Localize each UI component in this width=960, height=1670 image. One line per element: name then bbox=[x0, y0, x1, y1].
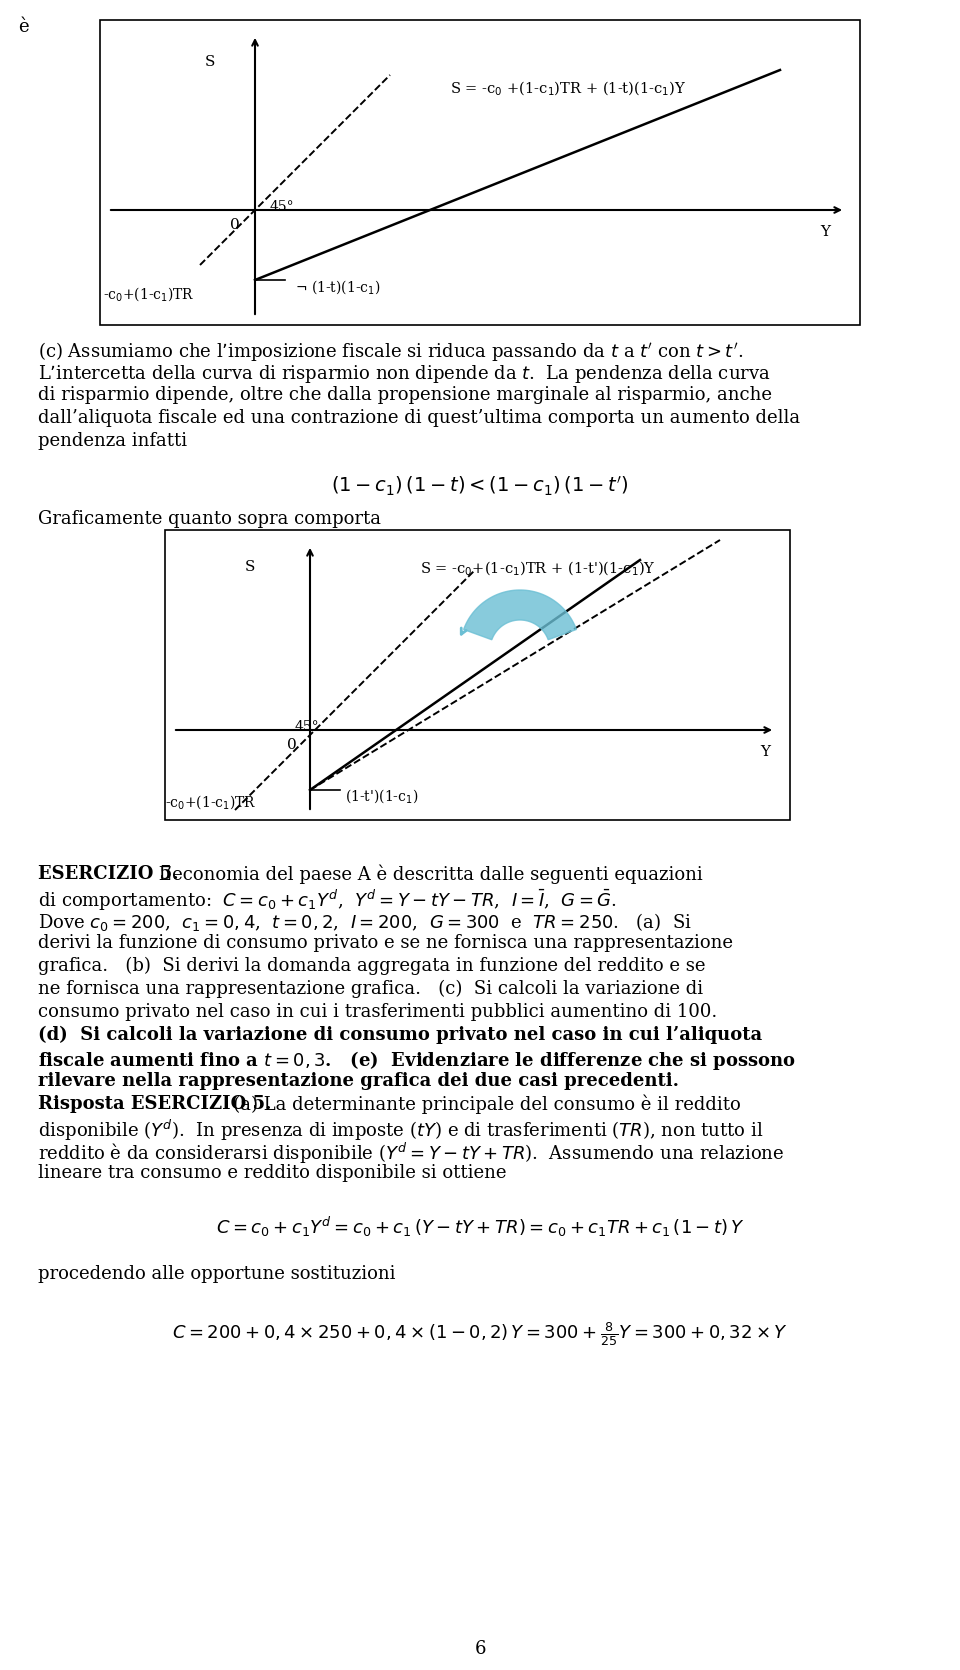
Text: $(1 - c_1)\,(1 - t) < (1 - c_1)\,(1 - t')$: $(1 - c_1)\,(1 - t) < (1 - c_1)\,(1 - t'… bbox=[331, 474, 629, 498]
Text: reddito è da considerarsi disponibile ($Y^d = Y - tY + TR$).  Assumendo una rela: reddito è da considerarsi disponibile ($… bbox=[38, 1141, 784, 1166]
Text: lineare tra consumo e reddito disponibile si ottiene: lineare tra consumo e reddito disponibil… bbox=[38, 1164, 507, 1182]
Text: Dove $c_0 = 200$,  $c_1 = 0,4$,  $t = 0,2$,  $I = 200$,  $G = 300$  e  $TR = 250: Dove $c_0 = 200$, $c_1 = 0,4$, $t = 0,2$… bbox=[38, 912, 692, 934]
Text: ne fornisca una rappresentazione grafica.   (c)  Si calcoli la variazione di: ne fornisca una rappresentazione grafica… bbox=[38, 980, 703, 999]
Text: 0: 0 bbox=[230, 219, 240, 232]
Text: S: S bbox=[245, 559, 255, 574]
Text: Risposta ESERCIZIO 5.: Risposta ESERCIZIO 5. bbox=[38, 1096, 272, 1112]
Text: L’intercetta della curva di risparmio non dipende da $t$.  La pendenza della cur: L’intercetta della curva di risparmio no… bbox=[38, 362, 771, 386]
Text: ESERCIZIO 5.: ESERCIZIO 5. bbox=[38, 865, 179, 883]
Text: procedendo alle opportune sostituzioni: procedendo alle opportune sostituzioni bbox=[38, 1264, 396, 1283]
Text: $C = 200 + 0,4 \times 250 + 0,4 \times (1 - 0,2)\,Y = 300 + \frac{8}{25}Y = 300 : $C = 200 + 0,4 \times 250 + 0,4 \times (… bbox=[172, 1319, 788, 1348]
Text: S: S bbox=[205, 55, 215, 68]
Text: S = -c$_0$ +(1-c$_1$)TR + (1-t)(1-c$_1$)Y: S = -c$_0$ +(1-c$_1$)TR + (1-t)(1-c$_1$)… bbox=[450, 80, 686, 99]
Text: 45°: 45° bbox=[270, 200, 295, 214]
Text: è: è bbox=[18, 18, 29, 37]
Text: -c$_0$+(1-c$_1$)TR: -c$_0$+(1-c$_1$)TR bbox=[165, 793, 256, 812]
Text: $\neg$ (1-t)(1-c$_1$): $\neg$ (1-t)(1-c$_1$) bbox=[295, 277, 380, 296]
Text: S = -c$_0$+(1-c$_1$)TR + (1-t')(1-c$_1$)Y: S = -c$_0$+(1-c$_1$)TR + (1-t')(1-c$_1$)… bbox=[420, 559, 656, 578]
Text: 6: 6 bbox=[474, 1640, 486, 1658]
Text: fiscale aumenti fino a $t = 0, 3$.   (e)  Evidenziare le differenze che si posso: fiscale aumenti fino a $t = 0, 3$. (e) E… bbox=[38, 1049, 796, 1072]
Bar bbox=[100, 20, 860, 326]
Text: Y: Y bbox=[760, 745, 770, 758]
Text: (c) Assumiamo che l’imposizione fiscale si riduca passando da $t$ a $t'$ con $t : (c) Assumiamo che l’imposizione fiscale … bbox=[38, 341, 743, 362]
Text: -c$_0$+(1-c$_1$)TR: -c$_0$+(1-c$_1$)TR bbox=[103, 286, 195, 302]
Text: pendenza infatti: pendenza infatti bbox=[38, 433, 187, 449]
Text: di risparmio dipende, oltre che dalla propensione marginale al risparmio, anche: di risparmio dipende, oltre che dalla pr… bbox=[38, 386, 772, 404]
Text: (d)  Si calcoli la variazione di consumo privato nel caso in cui l’aliquota: (d) Si calcoli la variazione di consumo … bbox=[38, 1025, 762, 1044]
Text: dall’aliquota fiscale ed una contrazione di quest’ultima comporta un aumento del: dall’aliquota fiscale ed una contrazione… bbox=[38, 409, 800, 428]
Text: disponibile ($Y^d$).  In presenza di imposte ($tY$) e di trasferimenti ($TR$), n: disponibile ($Y^d$). In presenza di impo… bbox=[38, 1117, 763, 1144]
Bar bbox=[165, 529, 790, 820]
Text: grafica.   (b)  Si derivi la domanda aggregata in funzione del reddito e se: grafica. (b) Si derivi la domanda aggreg… bbox=[38, 957, 706, 975]
Text: derivi la funzione di consumo privato e se ne fornisca una rappresentazione: derivi la funzione di consumo privato e … bbox=[38, 934, 733, 952]
Text: Graficamente quanto sopra comporta: Graficamente quanto sopra comporta bbox=[38, 509, 381, 528]
Text: L’economia del paese A è descritta dalle seguenti equazioni: L’economia del paese A è descritta dalle… bbox=[153, 865, 703, 885]
Polygon shape bbox=[464, 590, 576, 640]
Text: consumo privato nel caso in cui i trasferimenti pubblici aumentino di 100.: consumo privato nel caso in cui i trasfe… bbox=[38, 1004, 717, 1020]
Text: (1-t')(1-c$_1$): (1-t')(1-c$_1$) bbox=[345, 787, 419, 805]
Text: 45°: 45° bbox=[295, 720, 320, 735]
Text: di comportamento:  $C = c_0 + c_1 Y^d$,  $Y^d = Y - tY - TR$,  $I = \bar{I}$,  $: di comportamento: $C = c_0 + c_1 Y^d$, $… bbox=[38, 888, 617, 913]
Text: $C = c_0 + c_1 Y^d = c_0 + c_1\,(Y - tY + TR) = c_0 + c_1 TR + c_1\,(1 - t)\,Y$: $C = c_0 + c_1 Y^d = c_0 + c_1\,(Y - tY … bbox=[216, 1216, 744, 1239]
Text: Y: Y bbox=[820, 225, 830, 239]
Text: rilevare nella rappresentazione grafica dei due casi precedenti.: rilevare nella rappresentazione grafica … bbox=[38, 1072, 679, 1091]
Text: 0: 0 bbox=[287, 738, 297, 752]
Text: (a) La determinante principale del consumo è il reddito: (a) La determinante principale del consu… bbox=[216, 1096, 741, 1114]
